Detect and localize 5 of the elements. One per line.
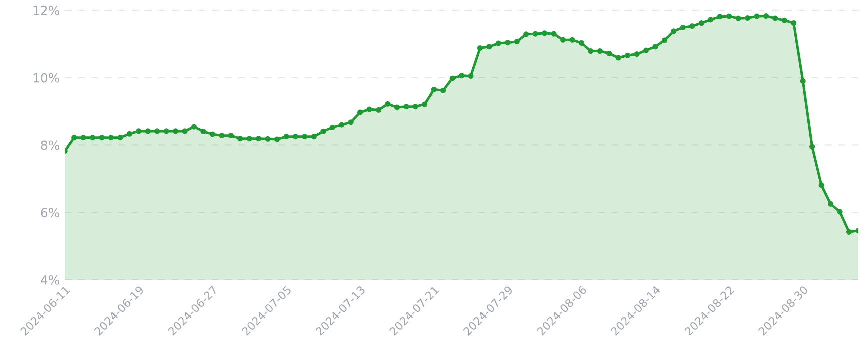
y-tick-label: 6% (41, 208, 60, 218)
y-tick-label: 4% (41, 275, 60, 285)
y-tick-label: 12% (34, 6, 60, 16)
y-tick-label: 8% (41, 140, 60, 150)
y-tick-label: 10% (34, 73, 60, 83)
